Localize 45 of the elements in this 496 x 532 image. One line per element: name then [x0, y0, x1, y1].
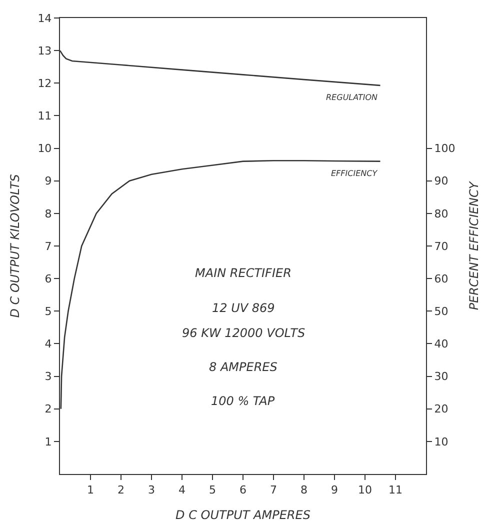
y-tick-label: 13 [38, 44, 52, 58]
annotation: MAIN RECTIFIER [195, 266, 292, 280]
y-tick-label: 4 [44, 338, 52, 351]
y-tick-label: 14 [38, 12, 52, 25]
y-tick-label: 1 [44, 435, 52, 448]
x-tick-label: 3 [148, 483, 155, 496]
y2-tick-label: 60 [434, 272, 448, 286]
y-tick-label: 5 [44, 304, 52, 318]
y2-axis-title: PERCENT EFFICIENCY [467, 180, 482, 310]
annotation: 100 % TAP [211, 394, 276, 408]
annotation: 8 AMPERES [209, 360, 278, 374]
y-tick-label: 7 [44, 240, 52, 253]
x-tick-label: 1 [87, 483, 94, 496]
annotation: 96 KW 12000 VOLTS [182, 326, 306, 340]
y2-tick-label: 80 [434, 207, 448, 220]
x-tick-label: 7 [270, 483, 277, 496]
y2-tick-label: 90 [434, 174, 448, 188]
series-label: EFFICIENCY [331, 169, 378, 178]
y-tick-label: 10 [38, 142, 52, 156]
y2-tick-label: 70 [434, 240, 448, 253]
x-tick-label: 2 [118, 483, 124, 496]
x-tick-label: 6 [240, 483, 246, 496]
y-axis-title: D C OUTPUT KILOVOLTS [8, 174, 22, 318]
y-tick-label: 2 [44, 402, 52, 416]
x-axis-title: D C OUTPUT AMPERES [176, 508, 311, 522]
y-tick-label: 3 [44, 370, 52, 384]
y2-tick-label: 30 [434, 370, 448, 384]
x-tick-label: 5 [209, 483, 216, 496]
x-tick-label: 9 [331, 483, 338, 496]
y-tick-label: 8 [44, 207, 52, 220]
x-tick-label: 10 [358, 483, 372, 496]
x-tick-label: 11 [388, 483, 402, 496]
y2-tick-label: 40 [434, 338, 448, 351]
y2-tick-label: 100 [434, 142, 456, 156]
x-tick-label: 4 [178, 483, 186, 496]
annotation: 12 UV 869 [212, 301, 275, 315]
y-tick-label: 6 [44, 272, 52, 286]
x-tick-label: 8 [300, 483, 308, 496]
y2-tick-label: 10 [434, 435, 448, 448]
y-tick-label: 11 [38, 110, 52, 123]
y2-tick-label: 50 [434, 304, 448, 318]
y2-tick-label: 20 [434, 402, 448, 416]
y-tick-label: 9 [44, 174, 52, 188]
y-tick-label: 12 [38, 76, 52, 90]
series-label: REGULATION [326, 93, 378, 102]
